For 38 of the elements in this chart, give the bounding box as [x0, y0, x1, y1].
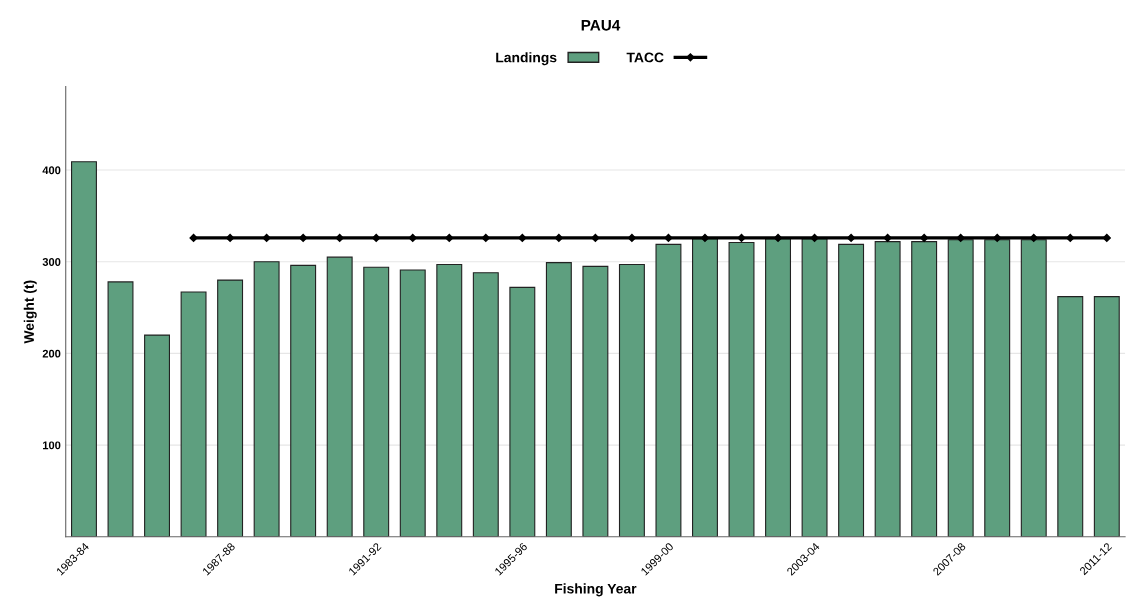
bar — [984, 239, 1011, 537]
bar — [144, 334, 171, 537]
bar — [180, 291, 207, 537]
bar — [911, 241, 938, 537]
bar — [618, 263, 645, 537]
bar — [545, 262, 572, 537]
bar — [801, 238, 828, 537]
y-tick-label: 100 — [43, 441, 61, 450]
bar — [326, 256, 353, 537]
bar — [1057, 296, 1084, 537]
bar — [399, 269, 426, 537]
chart-title: PAU4 — [581, 19, 621, 31]
bar — [692, 238, 718, 537]
bar — [765, 238, 792, 537]
bar — [217, 279, 244, 537]
x-axis-title: Fishing Year — [555, 583, 637, 597]
bar — [1093, 296, 1120, 537]
bar — [472, 272, 499, 537]
y-tick-label: 200 — [42, 349, 61, 358]
bar — [290, 264, 317, 537]
legend-label: TACC — [626, 52, 664, 63]
bar — [363, 266, 390, 537]
bar — [947, 239, 974, 537]
y-axis-title: Weight (t) — [23, 280, 37, 344]
bar — [728, 241, 755, 537]
bar — [71, 161, 97, 537]
bar — [874, 241, 901, 537]
bar — [253, 261, 280, 537]
legend-label: Landings — [496, 52, 557, 66]
bar — [1020, 239, 1047, 537]
bar — [582, 265, 609, 537]
bar — [509, 286, 536, 537]
bar — [107, 281, 134, 537]
y-tick-label: 400 — [42, 166, 61, 175]
bar — [838, 243, 865, 537]
bar — [655, 243, 682, 537]
y-tick-label: 300 — [42, 258, 61, 266]
bar — [436, 263, 463, 537]
